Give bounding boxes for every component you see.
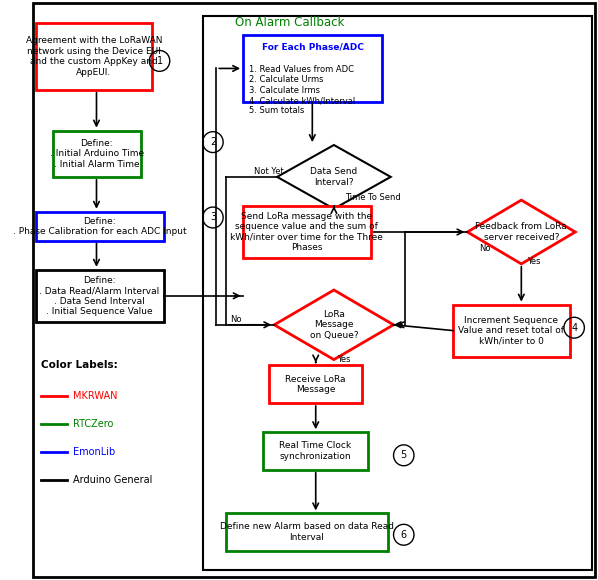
Text: 1. Read Values from ADC
2. Calculate Urms
3. Calculate Irms
4. Calculate kWh/Int: 1. Read Values from ADC 2. Calculate Urm… <box>249 65 355 115</box>
FancyBboxPatch shape <box>36 212 163 241</box>
Text: LoRa
Message
on Queue?: LoRa Message on Queue? <box>310 310 358 340</box>
Text: 4: 4 <box>571 322 577 333</box>
Polygon shape <box>277 145 390 209</box>
Text: Real Time Clock
synchronization: Real Time Clock synchronization <box>279 441 352 461</box>
Text: Yes: Yes <box>337 356 350 364</box>
Text: MKRWAN: MKRWAN <box>72 391 117 401</box>
Text: Define:
. Data Read/Alarm Interval
. Data Send Interval
. Initial Sequence Value: Define: . Data Read/Alarm Interval . Dat… <box>39 276 160 316</box>
FancyBboxPatch shape <box>33 3 594 577</box>
Polygon shape <box>274 290 393 360</box>
Text: 3: 3 <box>210 212 216 223</box>
FancyBboxPatch shape <box>263 432 368 470</box>
Text: Time To Send: Time To Send <box>345 193 401 202</box>
Text: Define new Alarm based on data Read
Interval: Define new Alarm based on data Read Inte… <box>220 523 394 542</box>
Text: Arduino General: Arduino General <box>72 474 152 485</box>
Text: 6: 6 <box>401 530 407 540</box>
FancyBboxPatch shape <box>243 206 371 258</box>
Text: 1: 1 <box>157 56 163 66</box>
Text: No: No <box>231 315 242 324</box>
Text: RTCZero: RTCZero <box>72 419 113 429</box>
Text: Receive LoRa
Message: Receive LoRa Message <box>285 375 346 394</box>
Text: EmonLib: EmonLib <box>72 447 115 457</box>
FancyBboxPatch shape <box>243 35 382 101</box>
Text: Color Labels:: Color Labels: <box>41 360 118 370</box>
Text: Not Yet: Not Yet <box>254 167 284 176</box>
Text: Define:
. Initial Arduino Time
. Initial Alarm Time: Define: . Initial Arduino Time . Initial… <box>50 139 144 169</box>
FancyBboxPatch shape <box>453 304 570 357</box>
Text: Define:
. Phase Calibration for each ADC Input: Define: . Phase Calibration for each ADC… <box>13 216 187 236</box>
FancyBboxPatch shape <box>53 130 141 177</box>
FancyBboxPatch shape <box>226 513 388 551</box>
Text: Yes: Yes <box>527 257 541 266</box>
Polygon shape <box>468 200 575 264</box>
FancyBboxPatch shape <box>203 16 593 570</box>
Text: On Alarm Callback: On Alarm Callback <box>234 16 344 29</box>
Text: Feedback from LoRa
server received?: Feedback from LoRa server received? <box>475 222 567 242</box>
Text: Data Send
Interval?: Data Send Interval? <box>310 167 358 187</box>
Text: Send LoRa message with the
sequence value and the sum of
kWh/inter over time for: Send LoRa message with the sequence valu… <box>230 212 383 252</box>
Text: For Each Phase/ADC: For Each Phase/ADC <box>262 42 364 51</box>
Text: No: No <box>479 244 490 252</box>
Text: Agreement with the LoRaWAN
network using the Device EUI
and the custom AppKey an: Agreement with the LoRaWAN network using… <box>26 37 162 77</box>
FancyBboxPatch shape <box>36 270 163 322</box>
Text: 2: 2 <box>210 137 216 147</box>
Text: 5: 5 <box>401 450 407 461</box>
FancyBboxPatch shape <box>36 23 152 90</box>
Text: Increment Sequence
Value and reset total of
kWh/inter to 0: Increment Sequence Value and reset total… <box>459 316 565 346</box>
FancyBboxPatch shape <box>269 365 362 403</box>
